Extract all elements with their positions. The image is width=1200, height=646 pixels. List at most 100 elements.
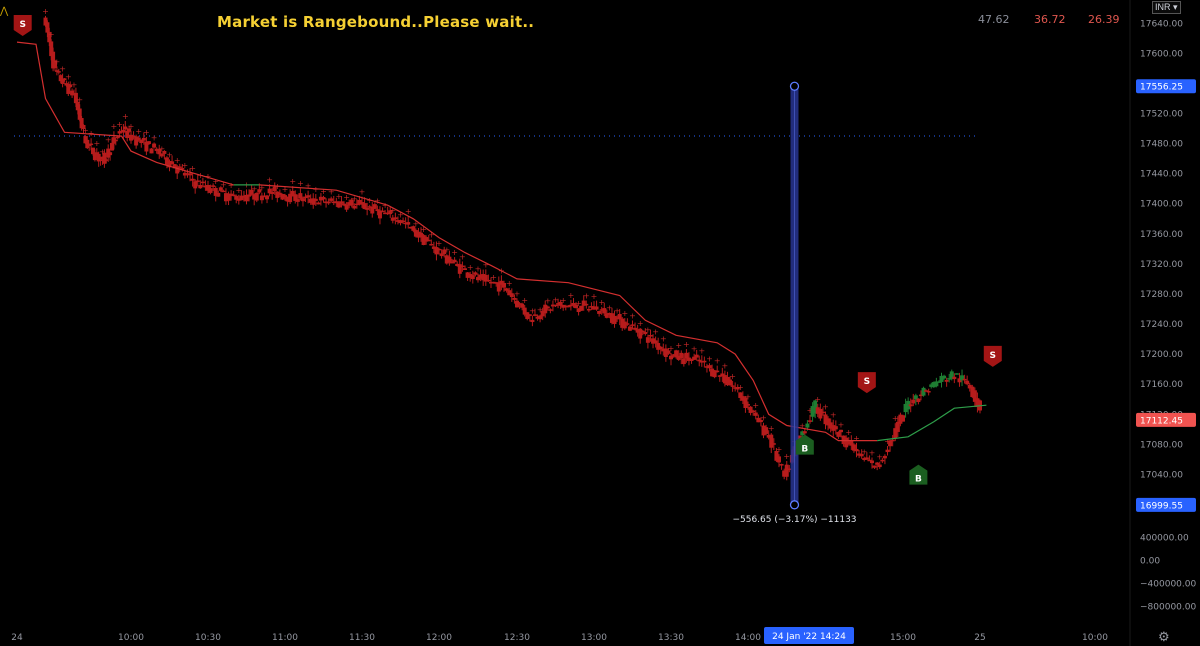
- candle-marker-plus: +: [675, 341, 682, 350]
- candle-body: [110, 142, 114, 151]
- candle-body: [152, 143, 157, 148]
- candle-body: [574, 304, 579, 309]
- candle-body: [481, 274, 486, 281]
- candle-marker-plus: +: [583, 292, 590, 301]
- candle-body: [159, 153, 164, 157]
- candle-body: [290, 190, 295, 197]
- candle-marker-plus: +: [259, 184, 266, 193]
- candle-body: [249, 189, 254, 195]
- candle-marker-plus: +: [521, 296, 528, 305]
- candle-body: [96, 153, 101, 162]
- candle-marker-plus: +: [359, 188, 366, 197]
- candle-body: [92, 153, 97, 161]
- candle-body: [288, 193, 293, 203]
- candle-body: [584, 303, 589, 306]
- candle-marker-plus: +: [598, 298, 605, 307]
- candle-body: [208, 188, 213, 193]
- time-tick-label: 10:30: [195, 633, 221, 643]
- candle-marker-plus: +: [621, 309, 628, 318]
- candle-body: [494, 282, 499, 284]
- price-tick-label: 17200.00: [1140, 350, 1183, 360]
- candle-body: [607, 312, 612, 315]
- candle-body: [517, 303, 522, 305]
- candle-body: [712, 370, 717, 378]
- candle-body: [743, 397, 748, 409]
- time-tick-label: 12:00: [426, 633, 452, 643]
- candle-body: [342, 203, 347, 206]
- time-tick-label: 11:30: [349, 633, 375, 643]
- candle-marker-plus: +: [606, 303, 613, 312]
- candle-body: [77, 108, 82, 120]
- candle-body: [715, 370, 720, 373]
- candle-body: [520, 303, 525, 308]
- candle-body: [198, 185, 203, 189]
- candle-body: [630, 324, 635, 326]
- candle-body: [579, 305, 584, 311]
- candle-body: [954, 373, 959, 375]
- candle-body: [758, 419, 763, 423]
- price-tick-label: 17360.00: [1140, 230, 1183, 240]
- indicator-value-2: 36.72: [1034, 13, 1066, 26]
- candle-body: [344, 204, 349, 210]
- candle-body: [164, 157, 169, 165]
- candle-body: [911, 399, 916, 404]
- candle-body: [880, 459, 885, 462]
- candle-body: [182, 172, 187, 176]
- candle-body: [872, 465, 877, 468]
- candle-body: [254, 192, 259, 201]
- candle-body: [599, 309, 604, 311]
- candle-body: [385, 212, 390, 215]
- wave-marker-icon: ⋀: [0, 6, 9, 17]
- candle-body: [604, 313, 609, 318]
- candle-body: [568, 304, 573, 307]
- candles-group: +++++++++++++++++ ++++++ ++ ++ + +++ + +++ ++ + + +…: [42, 7, 982, 481]
- candle-body: [625, 323, 630, 325]
- candle-marker-plus: +: [122, 112, 129, 121]
- candle-body: [553, 304, 558, 307]
- currency-selector[interactable]: INR ▾: [1152, 1, 1181, 14]
- candle-body: [280, 193, 285, 200]
- gear-icon[interactable]: ⚙: [1158, 629, 1170, 644]
- candle-body: [226, 193, 231, 201]
- candle-body: [666, 350, 671, 354]
- candle-marker-plus: +: [42, 7, 49, 16]
- candle-body: [259, 195, 264, 201]
- candle-body: [612, 315, 617, 325]
- candle-marker-plus: +: [745, 393, 752, 402]
- candle-body: [352, 205, 357, 209]
- candle-marker-plus: +: [151, 133, 158, 142]
- candle-marker-plus: +: [529, 307, 536, 316]
- candle-body: [66, 83, 71, 94]
- candle-marker-plus: +: [591, 292, 598, 301]
- candle-body: [826, 418, 831, 426]
- candle-body: [390, 217, 395, 221]
- candle-body: [663, 348, 668, 357]
- candle-body: [465, 272, 470, 278]
- candle-body: [615, 317, 620, 319]
- candle-body: [522, 307, 527, 315]
- candle-body: [787, 468, 792, 471]
- candle-body: [810, 406, 815, 417]
- candle-body: [761, 425, 766, 436]
- candle-body: [388, 210, 393, 215]
- candle-body: [393, 217, 398, 220]
- candle-marker-plus: +: [305, 182, 312, 191]
- signal-flag: [983, 345, 1002, 367]
- candle-marker-plus: +: [374, 196, 381, 205]
- candle-body: [403, 222, 408, 225]
- candle-body: [818, 408, 823, 419]
- candle-body: [442, 249, 447, 255]
- candle-body: [444, 255, 449, 264]
- candle-marker-plus: +: [205, 172, 212, 181]
- price-tick-label: 17240.00: [1140, 320, 1183, 330]
- candle-marker-plus: +: [76, 95, 83, 104]
- candle-body: [515, 300, 519, 308]
- candle-body: [509, 293, 514, 298]
- candle-body: [149, 148, 154, 154]
- candle-body: [638, 328, 643, 339]
- candle-body: [98, 159, 103, 162]
- candle-body: [957, 378, 962, 383]
- candle-body: [571, 303, 576, 306]
- candle-body: [805, 423, 810, 428]
